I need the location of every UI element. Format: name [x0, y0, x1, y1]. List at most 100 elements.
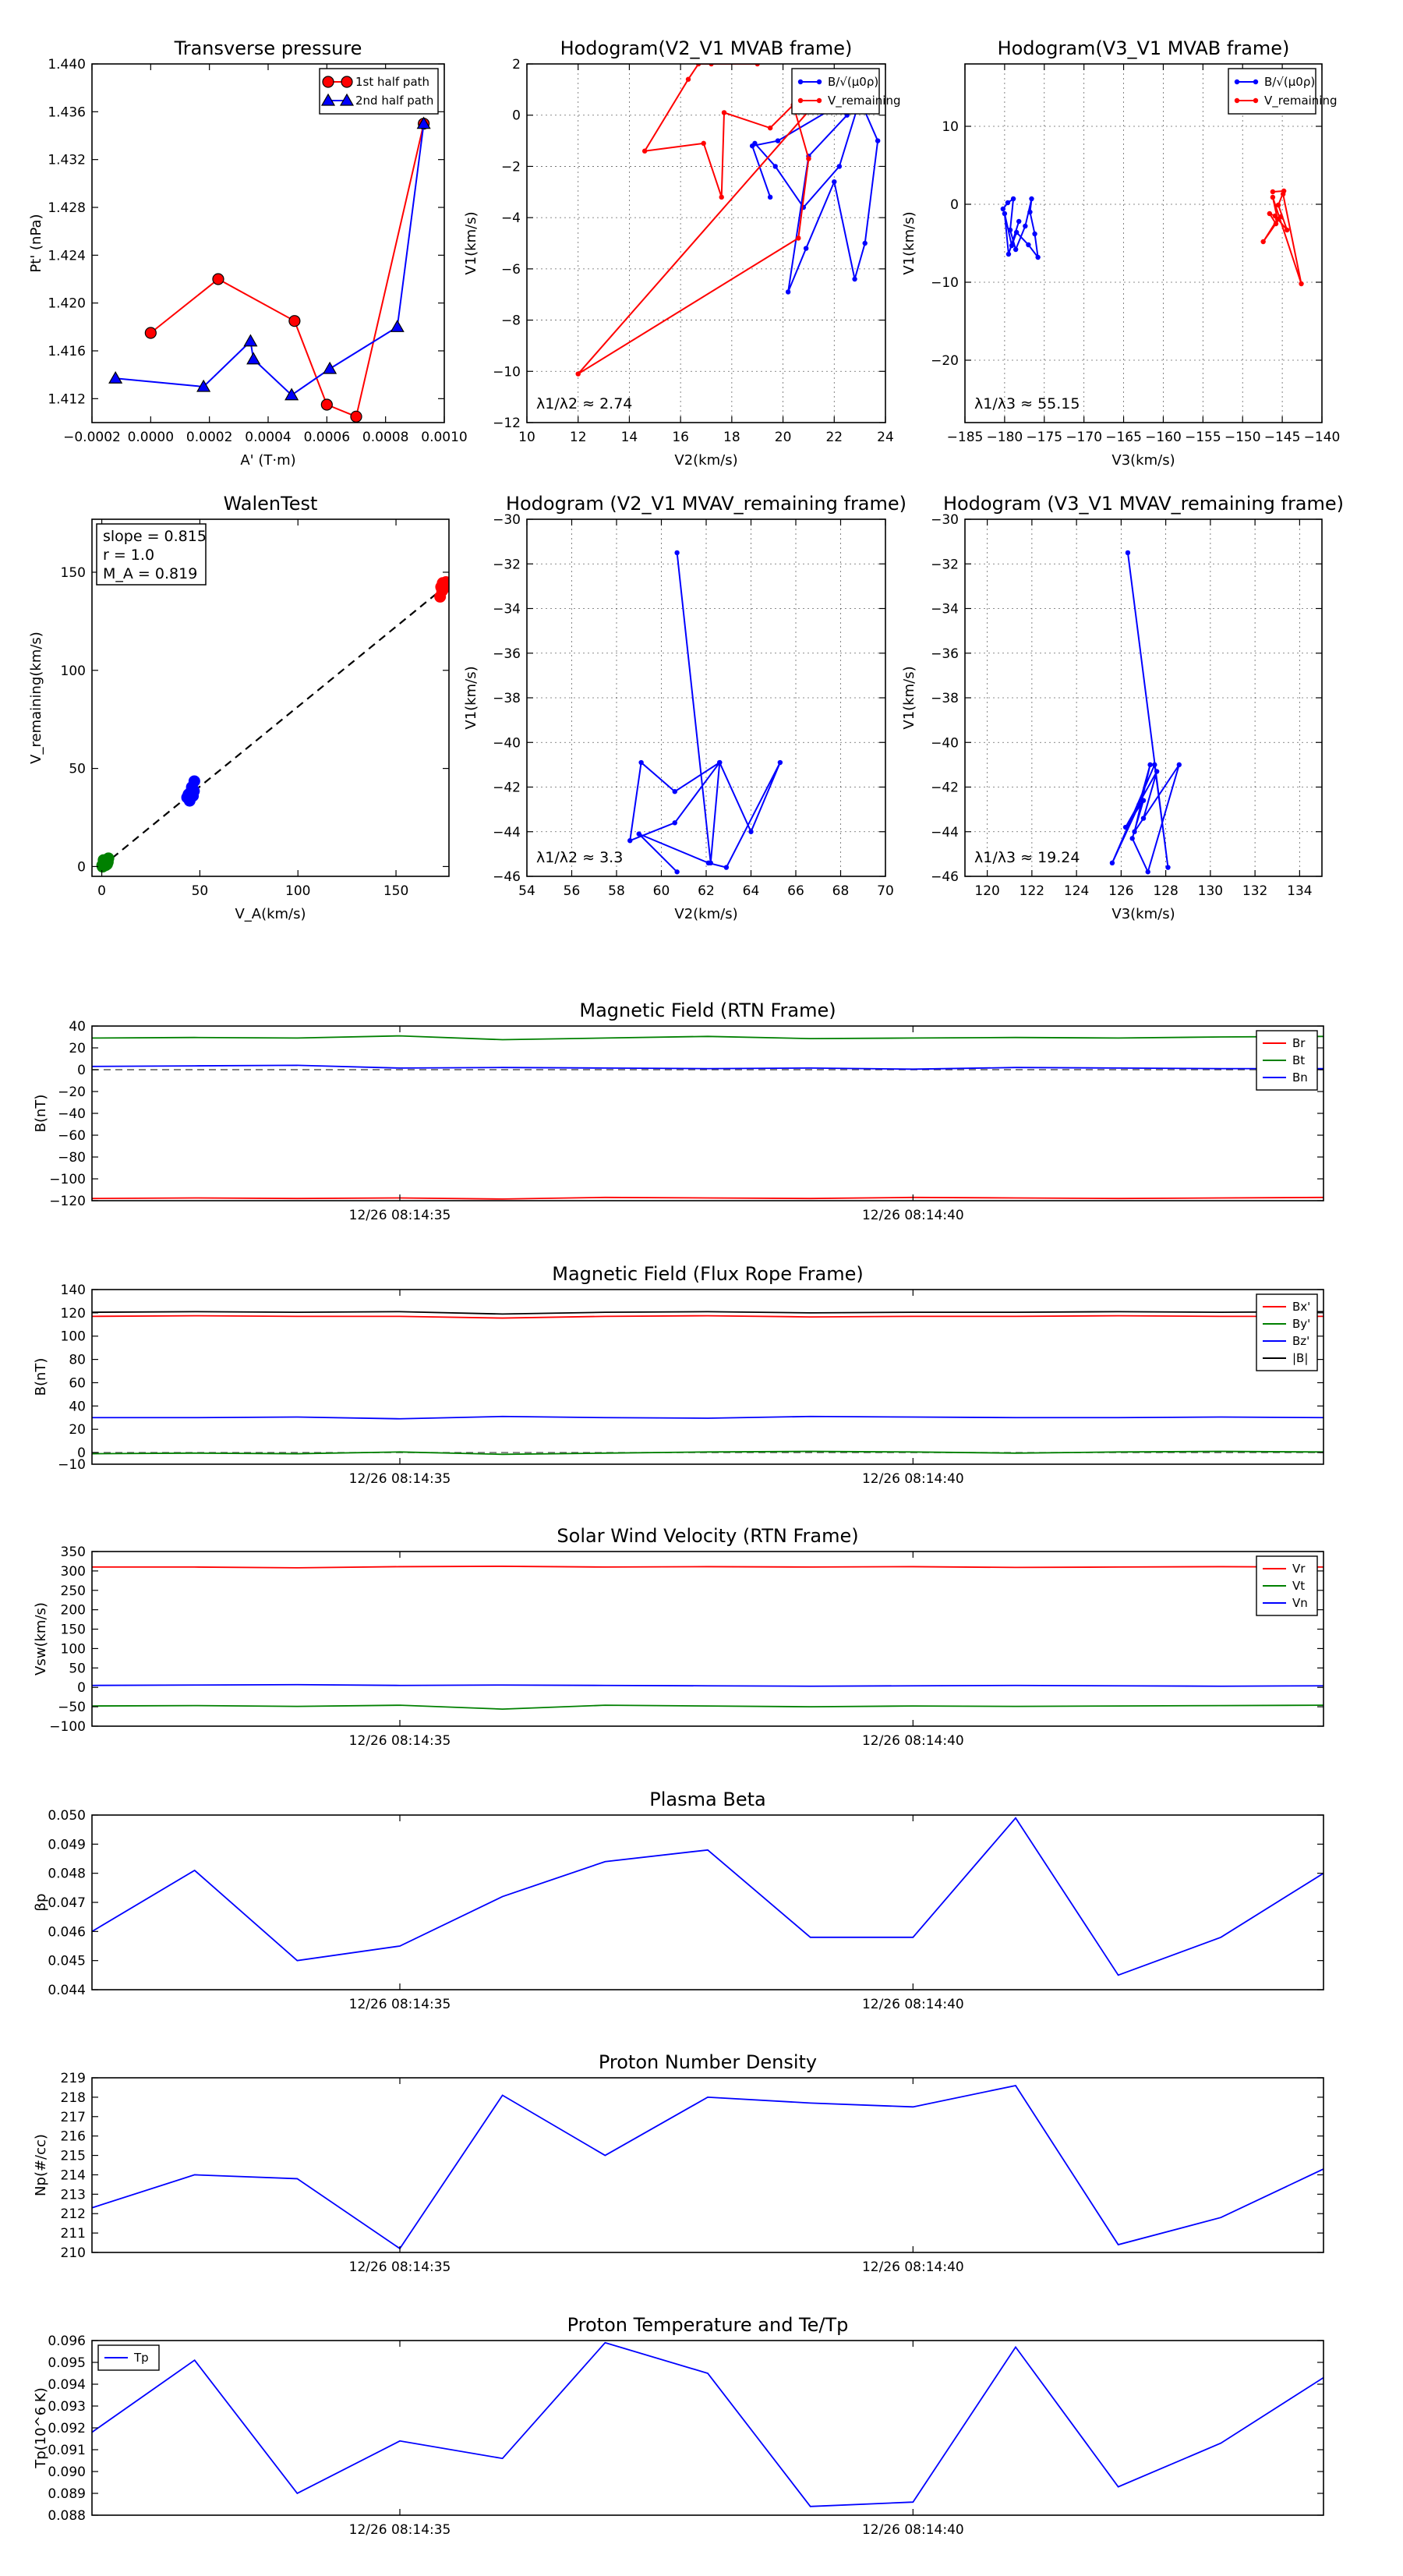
legend-label: B/√(μ0ρ) — [1264, 75, 1315, 89]
y-tick-label: −46 — [493, 869, 521, 885]
data-point — [1009, 242, 1015, 249]
x-tick-label: 12/26 08:14:40 — [862, 1208, 964, 1223]
legend-frame — [1256, 1555, 1318, 1616]
legend-label: |B| — [1292, 1351, 1308, 1365]
y-tick-label: −10 — [493, 364, 521, 380]
legend-label: By' — [1292, 1317, 1310, 1331]
x-tick-label: −170 — [1066, 430, 1102, 445]
data-point — [719, 194, 724, 200]
y-tick-label: 216 — [61, 2129, 86, 2145]
chart-title: Solar Wind Velocity (RTN Frame) — [557, 1525, 858, 1547]
y-tick-label: 1.412 — [48, 391, 86, 407]
chart-title: Proton Temperature and Te/Tp — [567, 2314, 849, 2336]
x-tick-label: 22 — [825, 430, 843, 445]
legend-marker — [320, 93, 336, 106]
annotation-text: λ1/λ2 ≈ 3.3 — [536, 849, 623, 866]
y-tick-label: 0.088 — [48, 2508, 86, 2524]
data-point — [1109, 860, 1115, 866]
legend: Tp — [97, 2344, 160, 2371]
y-tick-label: −34 — [931, 602, 959, 617]
y-tick-label: 2 — [512, 57, 521, 73]
y-tick-label: 50 — [69, 1661, 86, 1676]
series-line-Vr — [92, 1566, 1323, 1569]
data-point — [717, 759, 723, 766]
y-tick-label: −44 — [493, 825, 521, 840]
x-tick-label: 66 — [787, 883, 804, 899]
data-point — [1273, 221, 1279, 227]
x-tick-label: −150 — [1225, 430, 1261, 445]
y-tick-label: −38 — [493, 691, 521, 706]
series-line-βp — [92, 1817, 1323, 1976]
x-tick-label: 12/26 08:14:35 — [349, 1471, 451, 1487]
y-tick-label: 1.416 — [48, 344, 86, 359]
data-point — [749, 143, 755, 149]
annotation-text: λ1/λ2 ≈ 2.74 — [536, 395, 632, 412]
x-tick-label: 12 — [570, 430, 587, 445]
data-point — [1299, 281, 1304, 287]
chart-title: Transverse pressure — [174, 37, 362, 59]
series-group — [1000, 188, 1304, 287]
x-tick-label: −175 — [1026, 430, 1062, 445]
chart-proton_density: Proton Number Density 210 211 212 213 214 215 2… — [33, 2051, 1324, 2275]
axes-frame — [91, 518, 450, 877]
y-axis-label: B(nT) — [33, 1358, 49, 1396]
x-tick-label: −0.0002 — [63, 430, 121, 445]
x-tick-label: 50 — [192, 883, 209, 899]
y-tick-label: 100 — [61, 1641, 86, 1657]
data-point — [701, 140, 706, 147]
chart-title: Magnetic Field (RTN Frame) — [579, 1000, 836, 1021]
data-point — [1013, 229, 1020, 235]
data-point — [1176, 762, 1182, 768]
y-tick-label: −4 — [501, 211, 521, 226]
y-tick-label: 0.044 — [48, 1983, 86, 1998]
data-point — [1140, 816, 1147, 821]
chart-hodogram_v3v1_mvab: Hodogram(V3_V1 MVAB frame)−20−10010−185−… — [901, 37, 1340, 469]
x-tick-label: 126 — [1108, 883, 1133, 899]
x-tick-label: 64 — [743, 883, 760, 899]
y-tick-label: −12 — [493, 416, 521, 431]
chart-title: WalenTest — [224, 493, 318, 515]
series-group — [92, 1566, 1323, 1710]
legend: Br Bt Bn — [1256, 1030, 1318, 1091]
y-tick-label: 0.094 — [48, 2377, 86, 2393]
chart-hodogram_v3v1_mvav: Hodogram (V3_V1 MVAV_remaining frame) −46… — [901, 493, 1344, 922]
data-point — [1275, 202, 1281, 208]
y-tick-label: −2 — [501, 159, 521, 175]
y-tick-label: 0 — [77, 1063, 86, 1078]
x-tick-label: 12/26 08:14:35 — [349, 1208, 451, 1223]
data-point — [723, 865, 730, 870]
data-point — [416, 116, 431, 129]
data-point — [641, 148, 648, 154]
legend-label: Tp — [133, 2351, 149, 2365]
y-tick-label: 0 — [77, 1445, 86, 1461]
legend-label: B/√(μ0ρ) — [828, 75, 878, 89]
x-tick-label: 14 — [621, 430, 638, 445]
data-point — [1032, 231, 1037, 237]
data-point — [775, 138, 781, 143]
x-tick-label: 0.0002 — [186, 430, 232, 445]
data-point — [1023, 223, 1028, 229]
data-point — [1285, 227, 1290, 233]
y-axis-label: V1(km/s) — [463, 211, 479, 274]
data-point — [1035, 254, 1041, 260]
data-point — [777, 759, 783, 766]
y-tick-label: 60 — [69, 1375, 86, 1391]
y-tick-label: −20 — [58, 1085, 86, 1100]
x-axis-label: V_A(km/s) — [235, 906, 306, 922]
data-point — [674, 550, 680, 556]
x-tick-label: −145 — [1264, 430, 1301, 445]
series-group — [575, 64, 881, 377]
y-tick-label: −36 — [931, 646, 959, 662]
series-line-Bz' — [92, 1415, 1323, 1420]
data-point — [767, 125, 773, 131]
annotation-line: r = 1.0 — [103, 547, 154, 564]
data-point — [1010, 196, 1016, 202]
legend: 1st half path 2nd half path — [319, 68, 439, 115]
data-point — [1260, 239, 1266, 245]
x-tick-label: 0.0006 — [304, 430, 350, 445]
y-axis-label: B(nT) — [33, 1095, 49, 1133]
x-tick-label: 12/26 08:14:35 — [349, 2259, 451, 2275]
y-tick-label: 40 — [69, 1019, 86, 1035]
x-tick-label: 24 — [877, 430, 894, 445]
y-tick-label: 100 — [61, 1329, 86, 1345]
